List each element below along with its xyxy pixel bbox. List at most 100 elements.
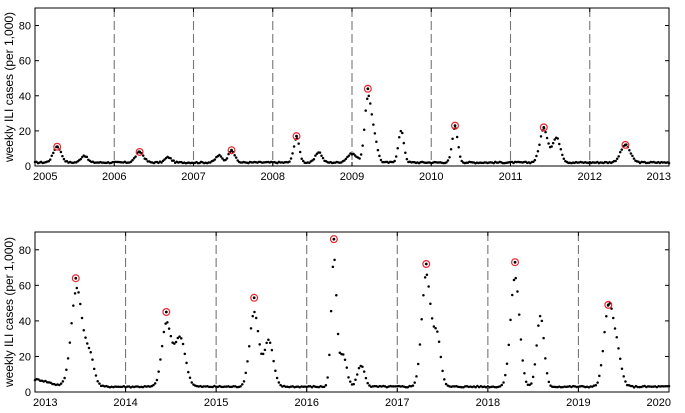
x-tick-label: 2006 [102, 171, 126, 183]
weekly-ili-point [509, 318, 512, 322]
weekly-ili-point [164, 322, 167, 325]
weekly-ili-point [516, 290, 519, 293]
weekly-ili-point [601, 349, 605, 353]
weekly-ili-point [411, 384, 415, 387]
season-peak-marker [451, 121, 460, 130]
weekly-ili-point [463, 385, 467, 388]
weekly-ili-point [631, 154, 634, 158]
y-axis-label: weekly ILI cases (per 1,000) [2, 237, 16, 388]
weekly-ili-point [261, 352, 265, 356]
weekly-ili-point [416, 362, 420, 366]
weekly-ili-point [539, 135, 543, 138]
weekly-ili-point [80, 316, 84, 320]
y-tick-label: 60 [19, 56, 31, 68]
weekly-ili-point [258, 343, 261, 346]
weekly-ili-point [504, 373, 507, 377]
weekly-ili-point [59, 382, 63, 385]
weekly-ili-point [615, 336, 618, 339]
y-tick-label: 0 [25, 161, 31, 173]
weekly-ili-point [507, 343, 511, 347]
weekly-ili-point [321, 385, 324, 389]
weekly-ili-point [242, 380, 246, 383]
y-axis-label: weekly ILI cases (per 1,000) [2, 12, 16, 163]
weekly-ili-point [63, 376, 66, 380]
weekly-ili-point [559, 147, 563, 151]
weekly-ili-point [153, 382, 157, 385]
weekly-ili-point [265, 341, 268, 345]
weekly-ili-point [399, 129, 403, 133]
weekly-ili-point [98, 382, 101, 385]
weekly-ili-point [249, 327, 253, 330]
weekly-ili-point [324, 384, 328, 387]
weekly-ili-point [441, 369, 444, 373]
weekly-ili-point [73, 292, 77, 295]
weekly-ili-point [662, 385, 666, 388]
weekly-ili-point [631, 384, 634, 388]
weekly-ili-point [181, 342, 185, 346]
weekly-ili-point [70, 322, 73, 325]
weekly-ili-point [219, 155, 223, 158]
weekly-ili-point [343, 159, 346, 162]
weekly-ili-point [155, 378, 159, 382]
weekly-ili-point [301, 159, 305, 163]
weekly-ili-point [284, 385, 288, 389]
weekly-ili-point [617, 347, 620, 350]
weekly-ili-point [48, 158, 52, 161]
season-peak-marker [511, 258, 520, 267]
weekly-ili-point [77, 291, 80, 294]
weekly-ili-point [373, 132, 377, 135]
season-peak-marker [227, 146, 236, 155]
weekly-ili-point [187, 370, 190, 374]
weekly-ili-point [364, 109, 367, 112]
weekly-ili-point [328, 353, 331, 357]
weekly-ili-point [352, 152, 355, 156]
weekly-ili-point [160, 344, 164, 348]
season-peak-point [138, 150, 142, 154]
weekly-ili-point [289, 157, 293, 160]
weekly-ili-point [418, 343, 422, 346]
weekly-ili-point [394, 155, 398, 158]
weekly-ili-point [160, 161, 163, 164]
season-peak-marker [363, 84, 372, 93]
weekly-ili-point [228, 385, 232, 389]
weekly-ili-point [512, 278, 516, 282]
weekly-ili-point [632, 157, 636, 160]
weekly-ili-point [44, 379, 47, 383]
weekly-ili-point [326, 376, 329, 379]
weekly-ili-point [425, 273, 429, 276]
weekly-ili-point [599, 364, 603, 367]
weekly-ili-point [354, 378, 357, 381]
weekly-ili-point [437, 340, 441, 344]
weekly-ili-point [82, 328, 86, 332]
weekly-ili-point [207, 385, 211, 389]
weekly-ili-point [221, 157, 224, 160]
weekly-ili-point [224, 158, 227, 162]
weekly-ili-point [253, 310, 256, 314]
season-peak-point [295, 134, 298, 138]
y-tick-label: 60 [19, 280, 31, 292]
weekly-ili-point [622, 375, 625, 378]
y-tick-label: 20 [19, 351, 31, 363]
weekly-ili-point [415, 375, 418, 378]
season-peak-marker [135, 147, 144, 156]
weekly-ili-point [362, 128, 366, 131]
weekly-ili-point [58, 383, 61, 387]
weekly-ili-point [603, 330, 606, 334]
weekly-ili-point [312, 157, 316, 161]
weekly-ili-point [89, 351, 92, 354]
weekly-ili-point [355, 373, 359, 376]
weekly-ili-point [443, 378, 446, 381]
weekly-ili-point [277, 381, 281, 384]
weekly-ili-point [526, 383, 530, 387]
weekly-ili-point [75, 286, 79, 290]
weekly-ili-point [378, 154, 381, 158]
weekly-ili-point [167, 327, 171, 330]
weekly-ili-point [176, 336, 180, 340]
weekly-ili-point [141, 154, 145, 157]
weekly-ili-point [183, 352, 187, 356]
weekly-ili-point [272, 359, 275, 363]
weekly-ili-point [52, 151, 55, 155]
weekly-ili-point [517, 313, 521, 316]
weekly-ili-point [169, 334, 173, 338]
weekly-ili-point [455, 135, 459, 139]
